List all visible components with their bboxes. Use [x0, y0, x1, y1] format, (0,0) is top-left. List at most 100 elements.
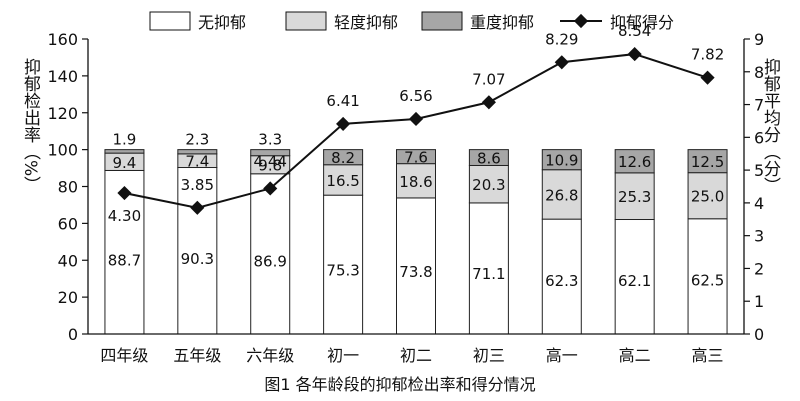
- depression-score-label-3: 6.41: [326, 92, 359, 110]
- x-tick-label-2: 六年级: [246, 346, 294, 365]
- right-tick-label-1: 1: [754, 292, 764, 311]
- bar-severe-depression-5: [468, 149, 509, 166]
- right-tick-label-6: 6: [754, 128, 764, 147]
- legend-label-depression-score: 抑郁得分: [610, 13, 674, 32]
- right-tick-label-0: 0: [754, 325, 764, 344]
- bar-label-no-depression-6: 62.3: [545, 272, 578, 290]
- depression-score-label-6: 8.29: [545, 30, 578, 48]
- bar-label-mild-depression-0: 9.4: [113, 154, 137, 172]
- legend-label-mild-depression: 轻度抑郁: [334, 13, 398, 32]
- left-tick-label-7: 140: [47, 67, 78, 86]
- bar-label-severe-depression-6: 10.9: [545, 152, 578, 170]
- x-tick-label-4: 初二: [400, 346, 432, 365]
- legend-label-severe-depression: 重度抑郁: [470, 13, 534, 32]
- bar-severe-depression-1: [177, 149, 218, 155]
- bar-label-mild-depression-8: 25.0: [691, 188, 724, 206]
- depression-score-label-7: 8.54: [618, 22, 651, 40]
- bar-label-severe-depression-4: 7.6: [404, 149, 428, 167]
- bar-label-no-depression-1: 90.3: [181, 250, 214, 268]
- depression-score-point-1: [190, 200, 205, 215]
- label-layer: 88.7 9.4 1.9 90.3 7.4 2.3 86.9 9.8 3.3 75.3 16.5 8.…: [108, 22, 725, 290]
- depression-score-label-1: 3.85: [181, 176, 214, 194]
- x-tick-label-6: 高一: [546, 346, 578, 365]
- bar-label-no-depression-4: 73.8: [399, 263, 432, 281]
- bar-severe-depression-7: [614, 149, 655, 174]
- left-axis-title: 抑郁检出率（%）: [20, 58, 41, 193]
- x-tick-label-5: 初三: [473, 346, 505, 365]
- bar-severe-depression-2: [250, 149, 291, 157]
- bar-label-mild-depression-6: 26.8: [545, 186, 578, 204]
- left-tick-label-4: 80: [58, 178, 78, 197]
- bar-severe-depression-4: [396, 149, 436, 165]
- right-tick-label-2: 2: [754, 259, 764, 278]
- left-tick-label-8: 160: [47, 30, 78, 49]
- bar-label-no-depression-3: 75.3: [326, 262, 359, 280]
- depression-score-label-2: 4.44: [254, 152, 287, 170]
- bar-severe-depression-8: [687, 149, 728, 174]
- depression-score-point-6: [554, 55, 569, 70]
- depression-score-point-2: [263, 181, 278, 196]
- x-tick-label-8: 高三: [692, 346, 724, 365]
- bar-label-severe-depression-2: 3.3: [258, 131, 282, 149]
- bar-label-mild-depression-3: 16.5: [326, 172, 359, 190]
- x-tick-label-1: 五年级: [173, 346, 221, 365]
- legend: 无抑郁 轻度抑郁 重度抑郁 抑郁得分: [149, 11, 674, 32]
- bar-label-mild-depression-7: 25.3: [618, 188, 651, 206]
- right-tick-label-5: 5: [754, 161, 764, 180]
- left-tick-label-2: 40: [58, 251, 78, 270]
- bar-no-depression-8: [687, 218, 728, 335]
- right-tick-label-3: 3: [754, 227, 764, 246]
- depression-score-label-5: 7.07: [472, 70, 505, 88]
- bar-label-mild-depression-4: 18.6: [399, 173, 432, 191]
- right-tick-label-8: 8: [754, 63, 764, 82]
- right-axis-title: 抑郁平均分（分）: [760, 58, 781, 194]
- bar-label-mild-depression-5: 20.3: [472, 176, 505, 194]
- depression-score-label-0: 4.30: [108, 207, 141, 225]
- bar-label-severe-depression-7: 12.6: [618, 153, 651, 171]
- legend-label-no-depression: 无抑郁: [198, 13, 246, 32]
- chart-caption: 图1 各年龄段的抑郁检出率和得分情况: [264, 375, 535, 394]
- depression-score-point-3: [336, 116, 351, 131]
- bar-label-mild-depression-1: 7.4: [185, 153, 209, 171]
- x-tick-label-0: 四年级: [100, 346, 148, 365]
- right-tick-label-9: 9: [754, 30, 764, 49]
- left-tick-label-6: 120: [47, 104, 78, 123]
- bar-label-severe-depression-5: 8.6: [477, 150, 501, 168]
- bar-label-no-depression-8: 62.5: [691, 272, 724, 290]
- bar-label-no-depression-2: 86.9: [254, 253, 287, 271]
- legend-marker-depression-score: [573, 13, 589, 29]
- depression-score-point-4: [408, 111, 424, 127]
- legend-swatch-severe-depression: [421, 11, 463, 31]
- bar-mild-depression-7: [614, 172, 655, 221]
- plot-layer: [104, 47, 728, 335]
- bar-no-depression-3: [323, 194, 364, 335]
- legend-swatch-mild-depression: [285, 11, 327, 31]
- bar-no-depression-4: [396, 197, 436, 335]
- bar-label-mild-depression-2: 9.8: [258, 157, 282, 175]
- depression-score-label-4: 6.56: [399, 87, 432, 105]
- bar-mild-depression-3: [323, 164, 364, 196]
- bar-no-depression-5: [468, 202, 509, 335]
- bar-label-severe-depression-1: 2.3: [185, 131, 209, 149]
- x-tick-label-3: 初一: [327, 346, 359, 365]
- bar-no-depression-6: [541, 218, 582, 335]
- right-tick-label-4: 4: [754, 194, 764, 213]
- depression-score-point-7: [627, 47, 642, 62]
- x-tick-label-7: 高二: [619, 346, 651, 365]
- bar-label-no-depression-5: 71.1: [472, 265, 505, 283]
- bar-no-depression-7: [614, 219, 655, 335]
- left-tick-label-0: 0: [68, 325, 78, 344]
- left-tick-label-1: 20: [58, 288, 78, 307]
- bar-label-no-depression-0: 88.7: [108, 251, 141, 269]
- legend-swatch-no-depression: [149, 11, 191, 31]
- depression-score-label-8: 7.82: [691, 46, 724, 64]
- bar-mild-depression-5: [468, 164, 509, 204]
- bar-label-no-depression-7: 62.1: [618, 272, 651, 290]
- bar-severe-depression-6: [541, 149, 582, 171]
- bar-label-severe-depression-0: 1.9: [113, 131, 137, 149]
- left-tick-label-5: 100: [47, 141, 78, 160]
- bar-label-severe-depression-8: 12.5: [691, 153, 724, 171]
- bar-label-severe-depression-3: 8.2: [331, 149, 355, 167]
